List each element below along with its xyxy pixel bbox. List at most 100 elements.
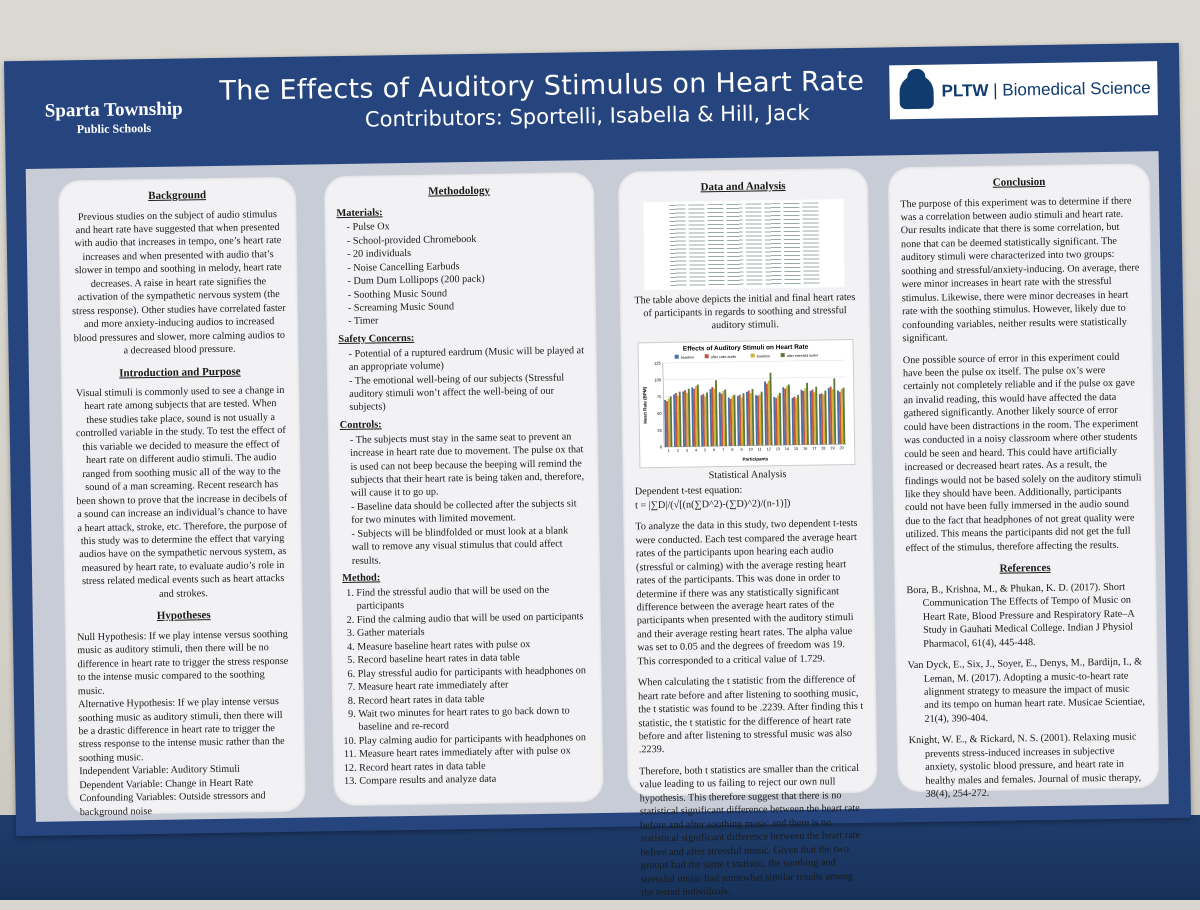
legend-swatch [674, 354, 679, 359]
gridline [663, 410, 846, 414]
gridline [662, 359, 845, 364]
x-tick-label: 13 [776, 447, 780, 451]
chart-bar [720, 393, 724, 446]
chart-bar [669, 396, 673, 447]
chart-bar [751, 388, 755, 446]
list-item: Potential of a ruptured eardrum (Music w… [349, 344, 585, 375]
x-tick-label: 5 [704, 448, 706, 452]
chart-bar [777, 395, 780, 446]
chart-svg: Effects of Auditory Stimuli on Heart Rat… [642, 344, 847, 462]
list-item: Subjects will be blindfolded or must loo… [351, 524, 588, 568]
poster-header: Sparta Township Public Schools The Effec… [4, 43, 1181, 169]
chart-bar [797, 394, 800, 445]
chart-bar [747, 390, 751, 446]
methodology-heading: Methodology [428, 184, 491, 198]
pltw-brand: PLTW | Biomedical Science [941, 78, 1151, 101]
chart-bar [813, 392, 817, 445]
chart-bar [806, 382, 809, 445]
x-tick-label: 8 [731, 448, 733, 452]
chart-bar [815, 386, 819, 445]
x-tick-label: 16 [803, 447, 807, 451]
chart-bar [687, 388, 691, 447]
chart-bar [700, 395, 704, 447]
chart-bar [695, 385, 698, 447]
pltw-logo: PLTW | Biomedical Science [889, 61, 1158, 120]
chart-bar [791, 397, 795, 445]
chart-bar [676, 395, 680, 447]
chart-bar [784, 388, 787, 445]
y-tick-label: 0 [660, 444, 663, 449]
confounding-variables: Confounding Variables: Outside stressors… [79, 790, 266, 818]
background-heading: Background [148, 189, 207, 203]
gridline [663, 393, 846, 397]
chart-bar [775, 398, 778, 446]
y-tick-label: 125 [654, 360, 662, 365]
intro-text: Visual stimuli is commonly used to see a… [75, 384, 288, 600]
chart-bar [831, 389, 835, 445]
chart-bar [787, 384, 791, 445]
chart-bar [738, 394, 742, 446]
x-tick-label: 15 [794, 447, 798, 451]
analysis-paragraph-1: To analyze the data in this study, two d… [635, 518, 858, 668]
chart-bar [715, 380, 718, 447]
y-tick-label: 75 [657, 394, 662, 399]
x-tick-label: 1 [668, 449, 670, 453]
y-tick-label: 25 [657, 428, 662, 433]
table-caption: The table above depicts the initial and … [634, 291, 856, 332]
chart-bar [696, 384, 700, 447]
x-tick-label: 19 [830, 446, 834, 450]
chart-bar [742, 393, 746, 446]
y-tick-label: 100 [654, 377, 662, 382]
list-item: Wait two minutes for heart rates to go b… [358, 704, 590, 735]
reference-item: Van Dyck, E., Six, J., Soyer, E., Denys,… [907, 656, 1145, 725]
data-table [643, 198, 845, 290]
references-list: Bora, B., Krishna, M., & Phukan, K. D. (… [906, 580, 1147, 802]
chart-bar [760, 391, 764, 446]
chart-bar [829, 386, 833, 445]
chart-bar [678, 391, 682, 447]
chart-bar [733, 394, 737, 446]
chart-bar [722, 390, 726, 446]
chart-bar [675, 392, 678, 447]
t-test-equation: t = |∑D|/(√[(n(∑D^2)-(∑D)^2)/(n-1)]) [634, 497, 791, 512]
x-axis [664, 443, 847, 448]
chart-bar [664, 399, 667, 447]
chart-bar [820, 393, 824, 445]
chart-bar [811, 389, 815, 445]
chart-bar [840, 388, 844, 445]
gridline [663, 426, 846, 431]
chart-bar [757, 395, 760, 446]
x-tick-label: 6 [713, 448, 715, 452]
chart-bar [769, 372, 773, 446]
chart-bar [827, 387, 831, 445]
x-tick-label: 9 [740, 448, 742, 452]
analysis-heading: Data and Analysis [700, 180, 786, 194]
chart-bar [673, 394, 676, 447]
legend-swatch [704, 354, 709, 359]
intro-heading: Introduction and Purpose [119, 365, 241, 380]
chart-bar [682, 391, 685, 447]
column-conclusion: Conclusion The purpose of this experimen… [887, 163, 1160, 800]
chart-bar [693, 388, 696, 447]
chart-bar [818, 393, 822, 445]
legend-label: after calm audio [711, 355, 737, 359]
legend-label: baseline [757, 354, 770, 358]
chart-bar [802, 390, 806, 445]
controls-list: The subjects must stay in the same seat … [340, 430, 588, 568]
reference-item: Knight, W. E., & Rickard, N. S. (2001). … [908, 731, 1142, 801]
materials-list: Pulse OxSchool-provided Chromebook20 ind… [337, 217, 585, 328]
chart-bar [767, 380, 771, 446]
chart-bar [706, 392, 709, 447]
chart-bar [764, 381, 767, 446]
hypotheses-block: Null Hypothesis: If we play intense vers… [77, 628, 294, 820]
chart-bar [838, 391, 842, 445]
table-column [782, 202, 801, 285]
x-tick-label: 20 [839, 446, 843, 450]
chart-bar [836, 390, 840, 445]
x-tick-label: 12 [767, 447, 771, 451]
chart-bar [686, 392, 689, 447]
background-text: Previous studies on the subject of audio… [72, 208, 286, 357]
x-tick-label: 3 [686, 448, 688, 452]
chart-bar [684, 390, 687, 447]
chart-bar [749, 393, 753, 446]
